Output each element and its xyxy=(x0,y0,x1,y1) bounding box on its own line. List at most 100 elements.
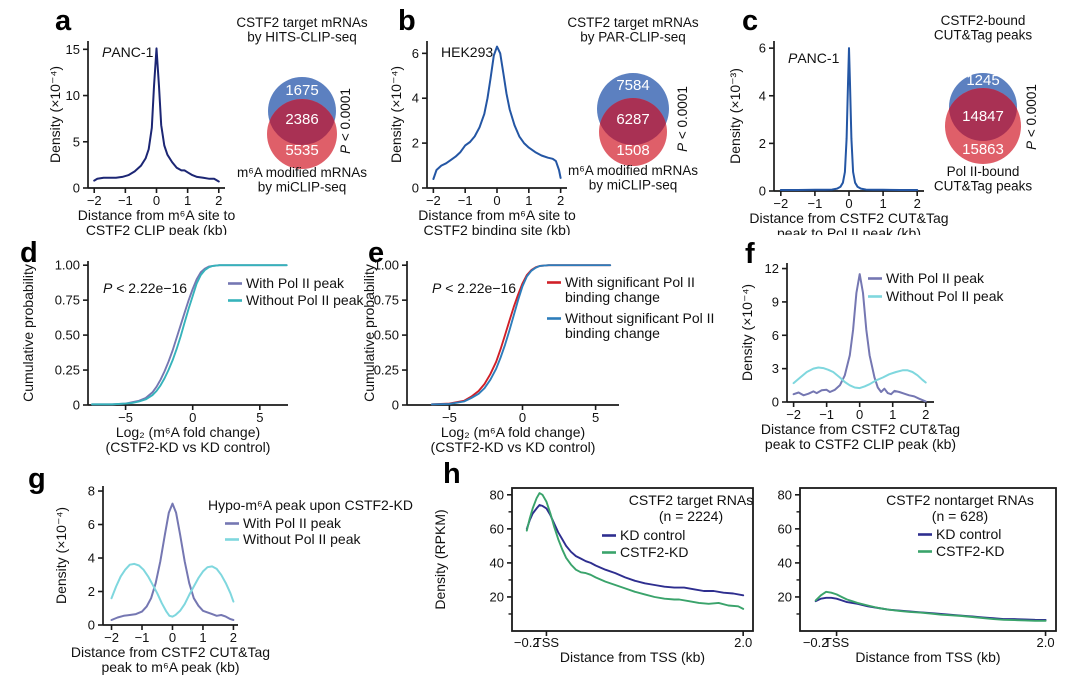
x-tick-label: 0 xyxy=(493,193,500,208)
y-axis-label: Density (×10⁻³) xyxy=(727,68,743,164)
panel-h: h 20 40 60 80 −0.2 TSS 2.0 Density (RPKM) Distan… xyxy=(415,458,1080,682)
venn-bottom-label: m⁶A modified mRNAs xyxy=(237,165,367,180)
panel-e: e 0 0.25 0.50 0.75 1.00 −5 0 5 Cumulative probab… xyxy=(362,237,720,459)
y-tick-label: 10 xyxy=(66,88,80,103)
venn-count-top: 7584 xyxy=(616,77,649,94)
x-tick-label: −0.2 xyxy=(803,635,829,650)
legend-item-label: binding change xyxy=(565,289,660,305)
curve-without-pol-ii-peak xyxy=(792,366,927,390)
y-axis-label: Density (RPKM) xyxy=(432,509,448,609)
x-axis-label: Log₂ (m⁶A fold change) xyxy=(441,424,585,440)
y-tick-label: 4 xyxy=(412,91,419,106)
y-tick-label: 2 xyxy=(412,136,419,151)
y-tick-label: 6 xyxy=(759,41,766,56)
panel-e-canvas: 0 0.25 0.50 0.75 1.00 −5 0 5 Cumulative probabil… xyxy=(362,258,714,455)
y-tick-label: 9 xyxy=(772,294,779,309)
x-tick-label: 0 xyxy=(519,410,526,425)
y-tick-label: 8 xyxy=(88,484,95,499)
x-axis-label: Distance from m⁶A site to xyxy=(78,207,236,223)
chart: 0 2 4 6 −2 −1 0 1 2 Density (×10⁻⁴) Distance from … xyxy=(388,41,576,235)
x-tick-label: −2 xyxy=(104,630,119,645)
y-tick-label: 0 xyxy=(392,398,399,413)
panel-d: d 0 0.25 0.50 0.75 1.00 −5 0 5 Cumulative probab… xyxy=(15,237,365,459)
panel-letter-e: e xyxy=(368,237,385,269)
x-axis-label: Distance from m⁶A site to xyxy=(418,207,576,223)
x-tick-label: 1 xyxy=(889,407,896,422)
panel-b: b 0 2 4 6 −2 −1 0 1 2 Density (×10⁻⁴) Distance fro… xyxy=(385,5,720,236)
y-tick-label: 0.25 xyxy=(55,363,80,378)
legend-item-label: With significant Pol II xyxy=(565,274,695,290)
panel-letter-c: c xyxy=(742,5,759,37)
x-tick-label: 2 xyxy=(914,196,921,211)
panel-c: c 0 2 4 6 −2 −1 0 1 2 Density (×10⁻³) Distance fro… xyxy=(720,5,1080,236)
panel-g: g 0 2 4 6 8 −2 −1 0 1 2 Density (×10⁻⁴) Distance fr… xyxy=(20,462,430,682)
curve-kd-control xyxy=(525,504,745,597)
x-tick-label: −1 xyxy=(135,630,150,645)
panel-letter-g: g xyxy=(28,463,46,495)
y-tick-label: 0.50 xyxy=(374,328,399,343)
x-tick-label: −1 xyxy=(458,193,473,208)
x-axis-label: Log₂ (m⁶A fold change) xyxy=(116,424,260,440)
x-tick-label: 0 xyxy=(856,407,863,422)
venn-title: CSTF2 target mRNAs xyxy=(567,15,699,30)
legend-item-label: CSTF2-KD xyxy=(620,544,688,560)
chart: 0 5 10 15 −2 −1 0 1 2 Density (×10⁻⁴) Distance fro… xyxy=(47,41,235,235)
panel-a: a 0 5 10 15 −2 −1 0 1 2 Density (×10⁻⁴) Distance f… xyxy=(40,5,380,236)
venn-title: CSTF2 target mRNAs xyxy=(236,15,368,30)
venn-count-bottom: 1508 xyxy=(616,142,649,159)
venn-title: CSTF2-bound xyxy=(941,13,1026,28)
x-tick-label: 1 xyxy=(879,196,886,211)
plot-border xyxy=(511,487,754,632)
y-tick-label: 12 xyxy=(765,261,779,276)
venn-overlap xyxy=(269,99,335,145)
venn-count-top: 1675 xyxy=(285,82,318,99)
x-tick-label: 1 xyxy=(184,193,191,208)
y-tick-label: 80 xyxy=(490,487,504,502)
y-tick-label: 0.75 xyxy=(374,293,399,308)
x-axis-label: Distance from CSTF2 CUT&Tag xyxy=(761,421,960,437)
x-tick-label: TSS xyxy=(534,635,560,650)
x-tick-label: 0 xyxy=(169,630,176,645)
curve-density xyxy=(432,45,562,180)
venn-title: by HITS-CLIP-seq xyxy=(247,30,357,45)
venn-count-bottom: 5535 xyxy=(285,142,318,159)
venn-count-middle: 14847 xyxy=(962,108,1004,125)
venn-bottom-label: Pol II-bound xyxy=(947,164,1020,179)
x-axis-label: (CSTF2-KD vs KD control) xyxy=(431,439,596,455)
y-tick-label: 20 xyxy=(778,589,792,604)
y-axis-label: Density (×10⁻⁴) xyxy=(47,66,63,163)
panel-letter-f: f xyxy=(745,238,755,270)
curve-cstf2-kd xyxy=(814,590,1047,622)
y-tick-label: 40 xyxy=(490,555,504,570)
y-tick-label: 3 xyxy=(772,361,779,376)
y-axis-label: Density (×10⁻⁴) xyxy=(388,66,404,163)
y-tick-label: 60 xyxy=(778,521,792,536)
y-tick-label: 5 xyxy=(73,134,80,149)
p-value-label: PANC-1 xyxy=(102,44,154,60)
venn-overlap xyxy=(600,98,666,145)
venn-title: by PAR-CLIP-seq xyxy=(580,30,686,45)
x-tick-label: −2 xyxy=(87,193,102,208)
y-tick-label: 15 xyxy=(66,42,80,57)
venn-p-value: P < 0.0001 xyxy=(1024,84,1039,150)
x-axis-label: Distance from TSS (kb) xyxy=(560,649,705,665)
x-tick-label: −5 xyxy=(118,410,133,425)
legend-title: Hypo-m⁶A peak upon CSTF2-KD xyxy=(208,497,413,513)
y-tick-label: 0 xyxy=(759,184,766,199)
x-tick-label: −2 xyxy=(426,193,441,208)
legend-item-label: With Pol II peak xyxy=(246,275,345,291)
x-axis-label: peak to m⁶A peak (kb) xyxy=(101,659,239,675)
y-axis-label: Cumulative probability xyxy=(20,264,36,402)
y-tick-label: 6 xyxy=(412,46,419,61)
x-axis-label: Distance from CSTF2 CUT&Tag xyxy=(71,644,270,660)
y-axis-label: Density (×10⁻⁴) xyxy=(739,284,755,381)
x-tick-label: TSS xyxy=(824,635,850,650)
chart: 0 0.25 0.50 0.75 1.00 −5 0 5 Cumulative probabil… xyxy=(362,258,714,455)
x-tick-label: 1 xyxy=(199,630,206,645)
y-tick-label: 0.50 xyxy=(55,328,80,343)
